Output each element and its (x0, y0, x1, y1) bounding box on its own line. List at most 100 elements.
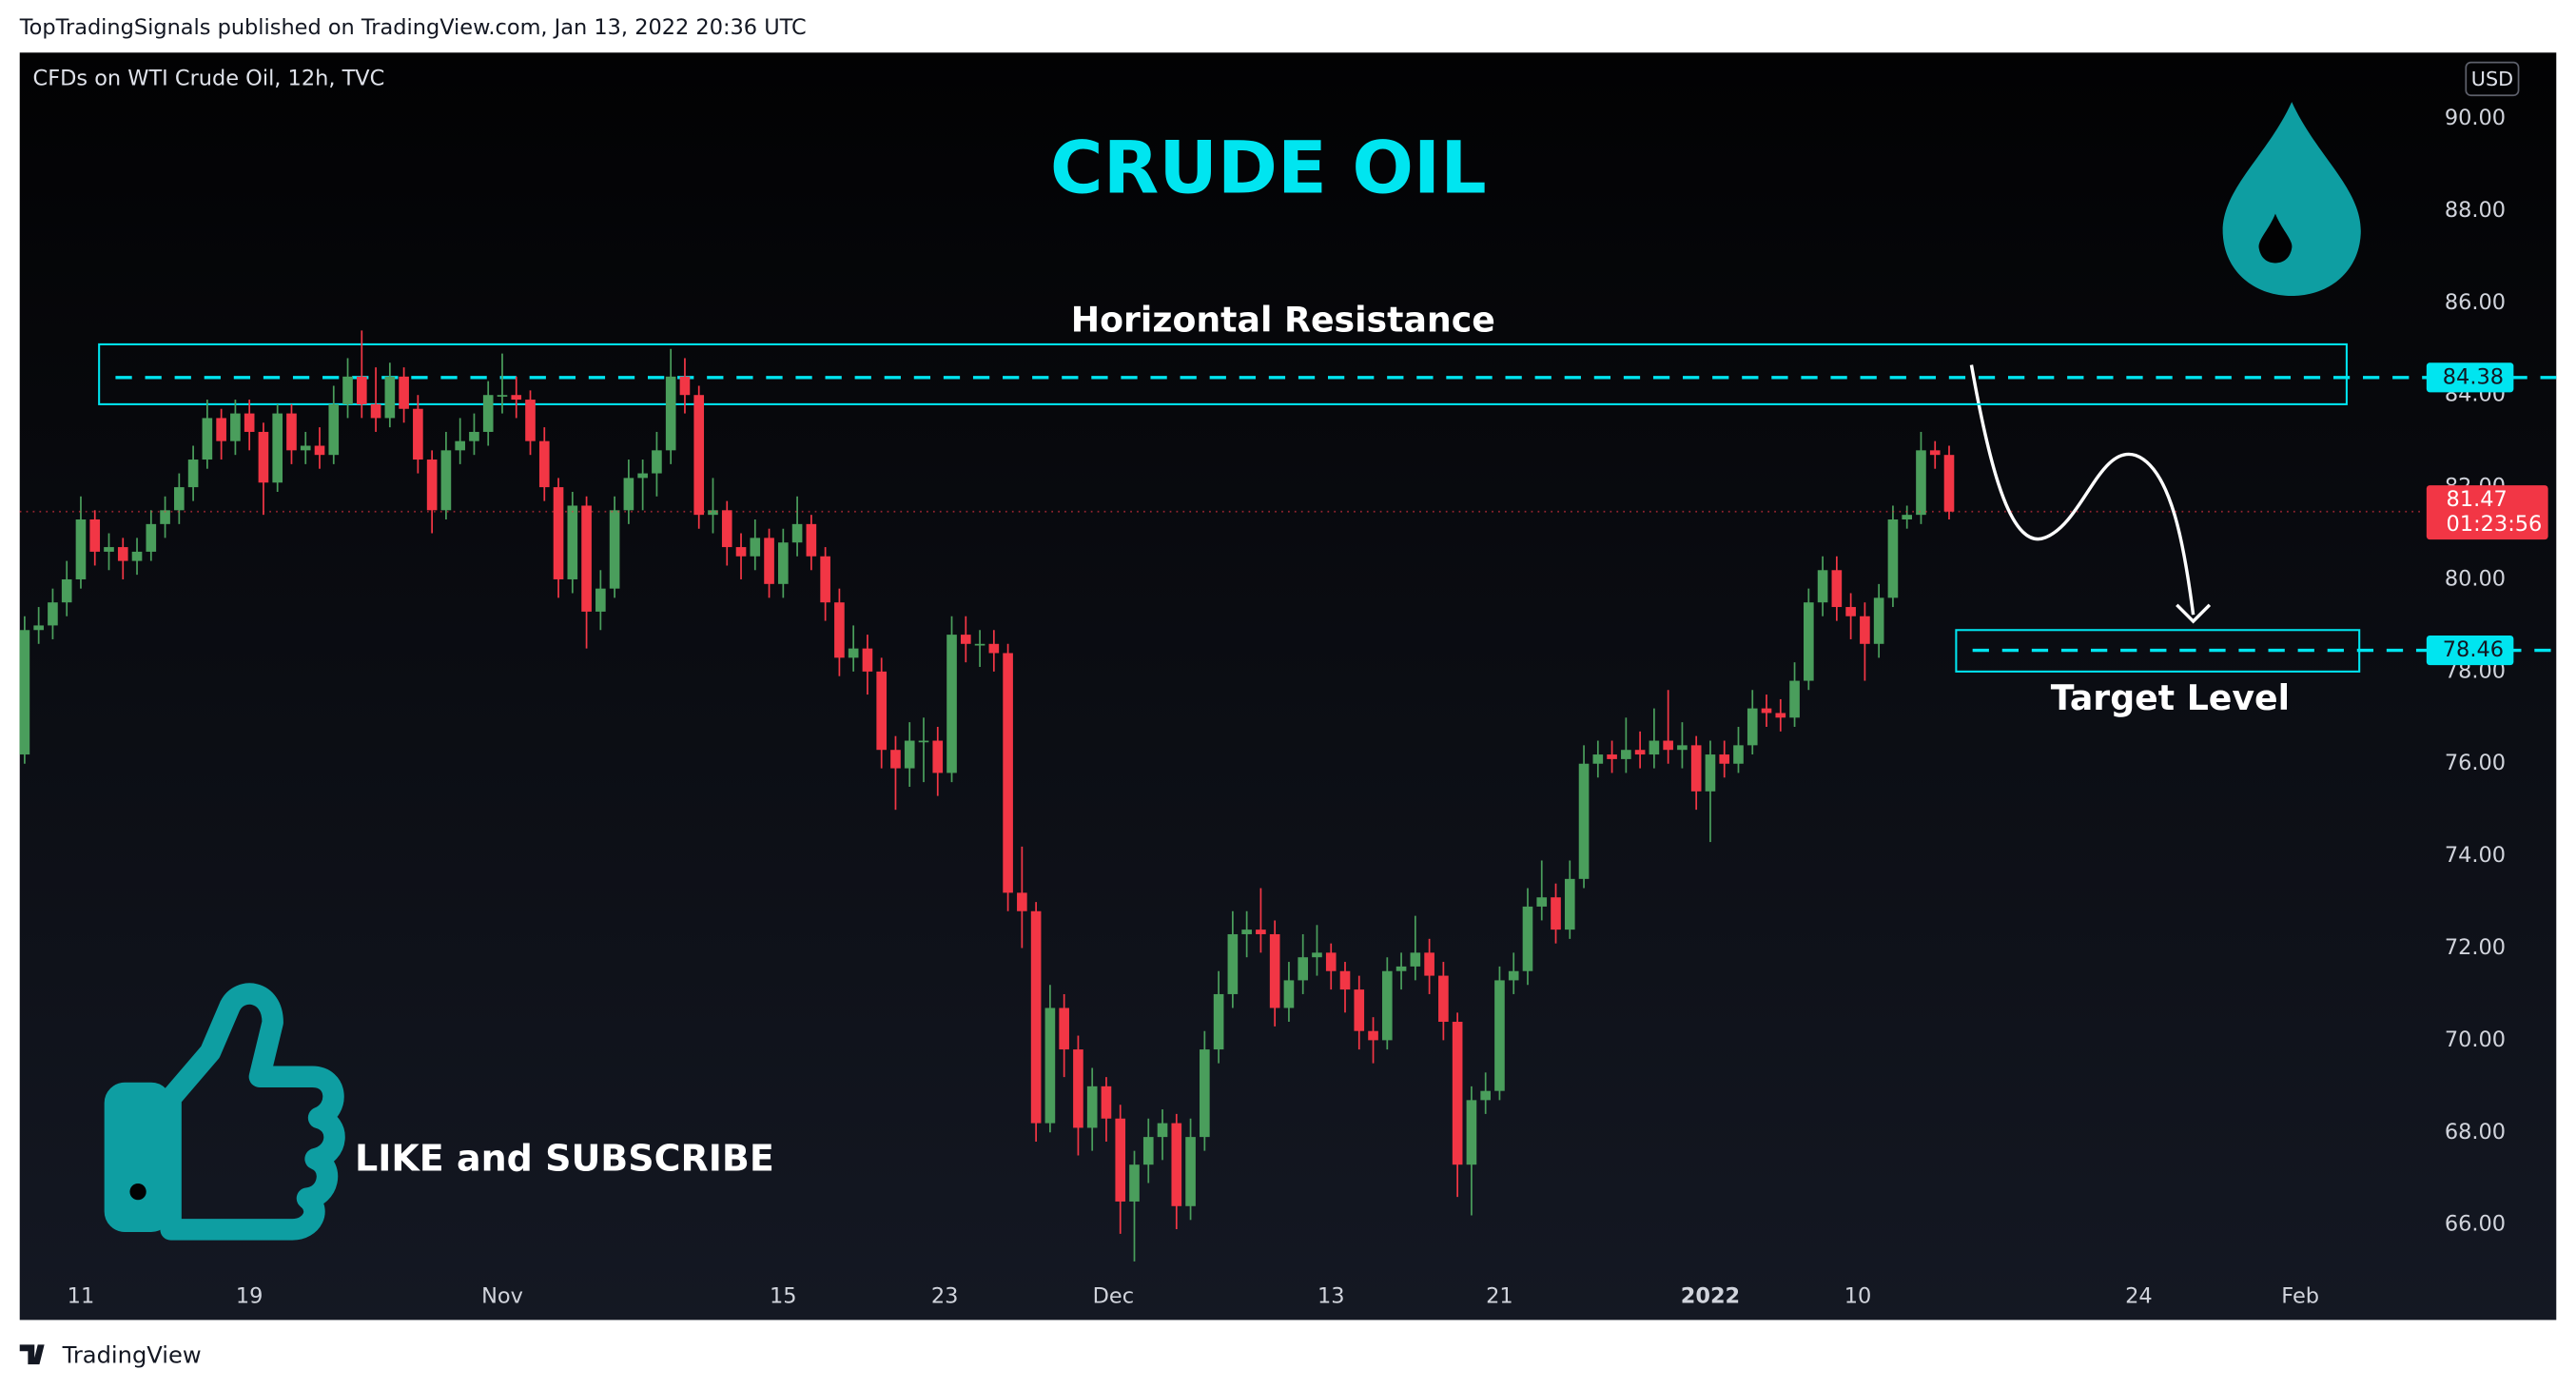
target-price-tag: 78.46 (2443, 637, 2504, 662)
candle-body (1017, 892, 1027, 911)
candle-body (1845, 607, 1856, 616)
candle-body (1241, 929, 1252, 934)
candle-body (890, 750, 901, 769)
candle-body (1634, 750, 1646, 755)
candle-body (1256, 929, 1266, 934)
candle-body (1733, 745, 1744, 764)
candle-body (932, 740, 944, 773)
candle-body (1044, 1008, 1056, 1124)
candle-body (609, 510, 620, 589)
candle-body (862, 648, 873, 672)
candle-body (1213, 993, 1224, 1050)
chart-title: CRUDE OIL (1050, 125, 1487, 209)
candle-body (988, 643, 1000, 654)
candle-body (370, 403, 381, 419)
arrow-head (2176, 603, 2212, 624)
candle-body (1677, 745, 1688, 751)
candle-body (1466, 1100, 1477, 1165)
candle-body (286, 413, 297, 451)
countdown: 01:23:56 (2447, 512, 2543, 537)
candle-body (131, 551, 143, 561)
thumbs-dot (129, 1184, 146, 1201)
candle-body (1494, 980, 1505, 1091)
candle-body (1564, 878, 1575, 930)
target-price-tag-bg (2426, 636, 2514, 666)
candle-body (1354, 989, 1365, 1031)
candle-body (1621, 750, 1631, 759)
candle-body (1030, 910, 1042, 1124)
candle-body (595, 588, 606, 612)
logo-mark (19, 1344, 45, 1365)
y-tick-label: 72.00 (2445, 935, 2506, 960)
last-price-tag-bg (2426, 485, 2548, 540)
candle-body (1860, 616, 1870, 644)
candle-body (104, 547, 114, 552)
candle-body (1775, 713, 1786, 718)
candle-body (1690, 745, 1702, 792)
resistance-price-tag: 84.38 (2443, 364, 2504, 389)
chart-panel (19, 52, 2557, 1321)
candle-body (1200, 1049, 1210, 1138)
candle-body (413, 408, 423, 460)
candle-body (300, 445, 311, 451)
x-tick-label: 15 (770, 1284, 797, 1309)
candle-body (665, 376, 676, 451)
y-tick-label: 70.00 (2445, 1027, 2506, 1052)
x-tick-label: Feb (2281, 1284, 2319, 1309)
x-tick-label: 11 (68, 1284, 95, 1309)
candle-body (637, 473, 648, 479)
last-price-tag: 81.47 (2447, 487, 2508, 512)
candle-body (187, 460, 199, 488)
candle-body (19, 630, 30, 755)
candle-body (230, 413, 241, 441)
candle-body (652, 450, 662, 474)
resistance-price-tag-bg (2426, 362, 2514, 393)
candle-body (1185, 1137, 1196, 1206)
candle-body (33, 625, 44, 631)
candle-body (581, 505, 592, 612)
x-tick-label: 13 (1317, 1284, 1345, 1309)
candle-body (1607, 754, 1617, 759)
candle-body (1480, 1090, 1491, 1101)
candle-body (1395, 966, 1407, 971)
candle-body (750, 538, 761, 557)
candle-body (1059, 1008, 1069, 1050)
target-label: Target Level (2051, 677, 2290, 718)
drop-icon (2222, 102, 2361, 297)
x-tick-label: Nov (481, 1284, 523, 1309)
candle-body (946, 635, 957, 773)
candle-body (1269, 933, 1280, 1008)
candle-body (1592, 754, 1604, 764)
candle-body (328, 403, 340, 456)
candle-body (1073, 1049, 1083, 1128)
candle-body (778, 542, 789, 584)
candle-body (1831, 570, 1843, 608)
candle-body (482, 395, 494, 432)
candle-body (61, 578, 72, 603)
candle-body (1003, 653, 1013, 893)
candle-body (538, 440, 550, 488)
candle-body (356, 376, 367, 404)
y-tick-label: 88.00 (2445, 198, 2506, 223)
candle-body (1339, 970, 1351, 990)
y-tick-label: 86.00 (2445, 290, 2506, 315)
candle-body (1663, 740, 1673, 751)
candle-body (1789, 680, 1800, 718)
x-tick-label: 21 (1486, 1284, 1513, 1309)
candle-body (834, 602, 845, 658)
candle-body (455, 440, 465, 451)
candle-body (1887, 519, 1899, 598)
candle-body (202, 418, 213, 460)
candle-body (1929, 450, 1941, 456)
candle-body (806, 523, 817, 557)
candle-body (146, 523, 157, 552)
candle-body (1452, 1022, 1463, 1165)
candle-body (735, 547, 747, 557)
candle-body (1817, 570, 1828, 603)
candle-body (384, 376, 396, 419)
candle-body (1298, 957, 1309, 981)
candle-body (258, 431, 269, 483)
candle-body (426, 460, 438, 511)
candle-body (1522, 906, 1533, 971)
